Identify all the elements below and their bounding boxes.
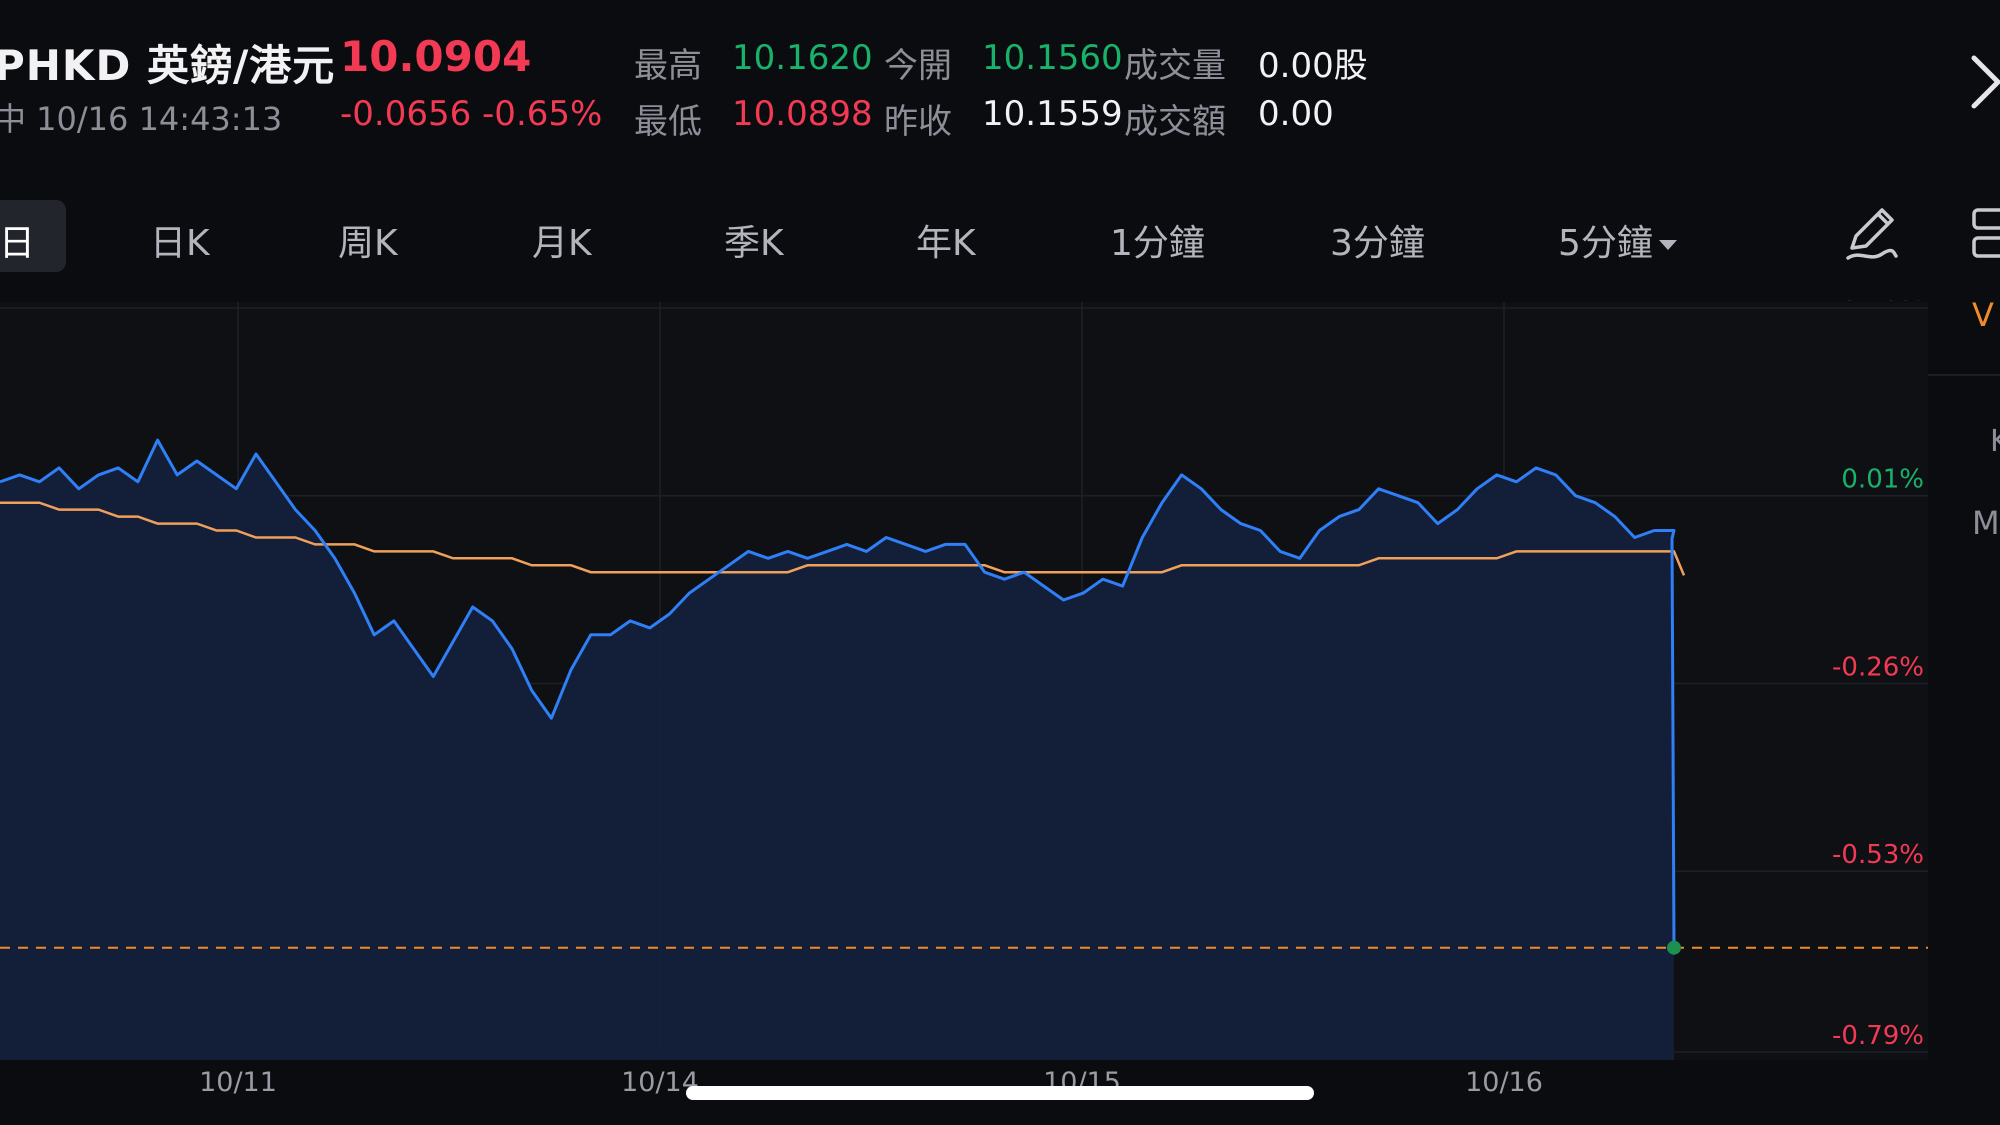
tab-5min-label: 5分鐘 [1558,223,1653,264]
grid-icon[interactable] [1970,206,2000,262]
price-area-fill [0,440,1674,1061]
y-tick-label: 0.01% [1841,465,1924,495]
side-indicator-label[interactable]: V [1972,296,1994,334]
chevron-right-icon[interactable] [1968,52,2000,112]
high-value: 10.1620 [732,38,873,78]
price-change: -0.0656 -0.65% [340,94,603,134]
prev-close-value: 10.1559 [982,94,1123,134]
period-tabs: 5日 日K 周K 月K 季K 年K 1分鐘 3分鐘 5分鐘 [0,196,2000,276]
home-indicator[interactable] [686,1086,1314,1100]
pen-icon[interactable] [1842,204,1900,264]
tab-day-k[interactable]: 日K [150,223,210,264]
quote-timestamp: 中 10/16 14:43:13 [0,100,283,138]
side-m-label[interactable]: M [1972,504,2000,542]
y-tick-label: -0.26% [1832,652,1924,682]
x-tick-label: 10/14 [621,1067,699,1098]
x-tick-label: 10/11 [199,1067,277,1098]
turnover-label: 成交額 [1124,102,1226,142]
low-value: 10.0898 [732,94,873,134]
prev-close-label: 昨收 [884,102,952,142]
open-value: 10.1560 [982,38,1123,78]
tab-quarter-k[interactable]: 季K [724,223,784,264]
y-tick-label: -0.53% [1832,840,1924,870]
tab-year-k[interactable]: 年K [916,223,976,264]
caret-down-icon [1658,240,1677,250]
tab-3min[interactable]: 3分鐘 [1330,223,1425,264]
low-label: 最低 [634,102,702,142]
price-line [0,438,1676,948]
high-label: 最高 [634,46,702,86]
y-tick-label: -0.79% [1832,1021,1924,1051]
turnover-value: 0.00 [1258,94,1334,134]
open-label: 今開 [884,46,952,86]
average-price-line [0,501,1686,576]
tab-week-k[interactable]: 周K [338,223,398,264]
last-price: 10.0904 [340,32,532,81]
quote-header: PHKD 英鎊/港元 10.0904 中 10/16 14:43:13 -0.0… [0,0,2000,180]
volume-label: 成交量 [1124,46,1226,86]
y-tick-label: 0.28% [1841,300,1924,307]
side-divider [1928,374,2000,376]
x-tick-label: 10/16 [1465,1067,1543,1098]
volume-value: 0.00股 [1258,46,1368,86]
tab-month-k[interactable]: 月K [532,223,592,264]
intraday-chart[interactable]: 0.28% 0.01% -0.26% -0.53% -0.79% 10/11 10/14 10… [0,300,1930,1110]
symbol-title: PHKD 英鎊/港元 [0,41,336,90]
tab-5day[interactable]: 5日 [0,223,35,264]
side-k-label[interactable]: K [1990,424,2000,459]
tab-1min[interactable]: 1分鐘 [1110,223,1205,264]
active-tab-highlight [0,200,66,272]
current-price-dot [1667,940,1681,955]
tab-5min-dropdown[interactable]: 5分鐘 [1558,214,1677,266]
